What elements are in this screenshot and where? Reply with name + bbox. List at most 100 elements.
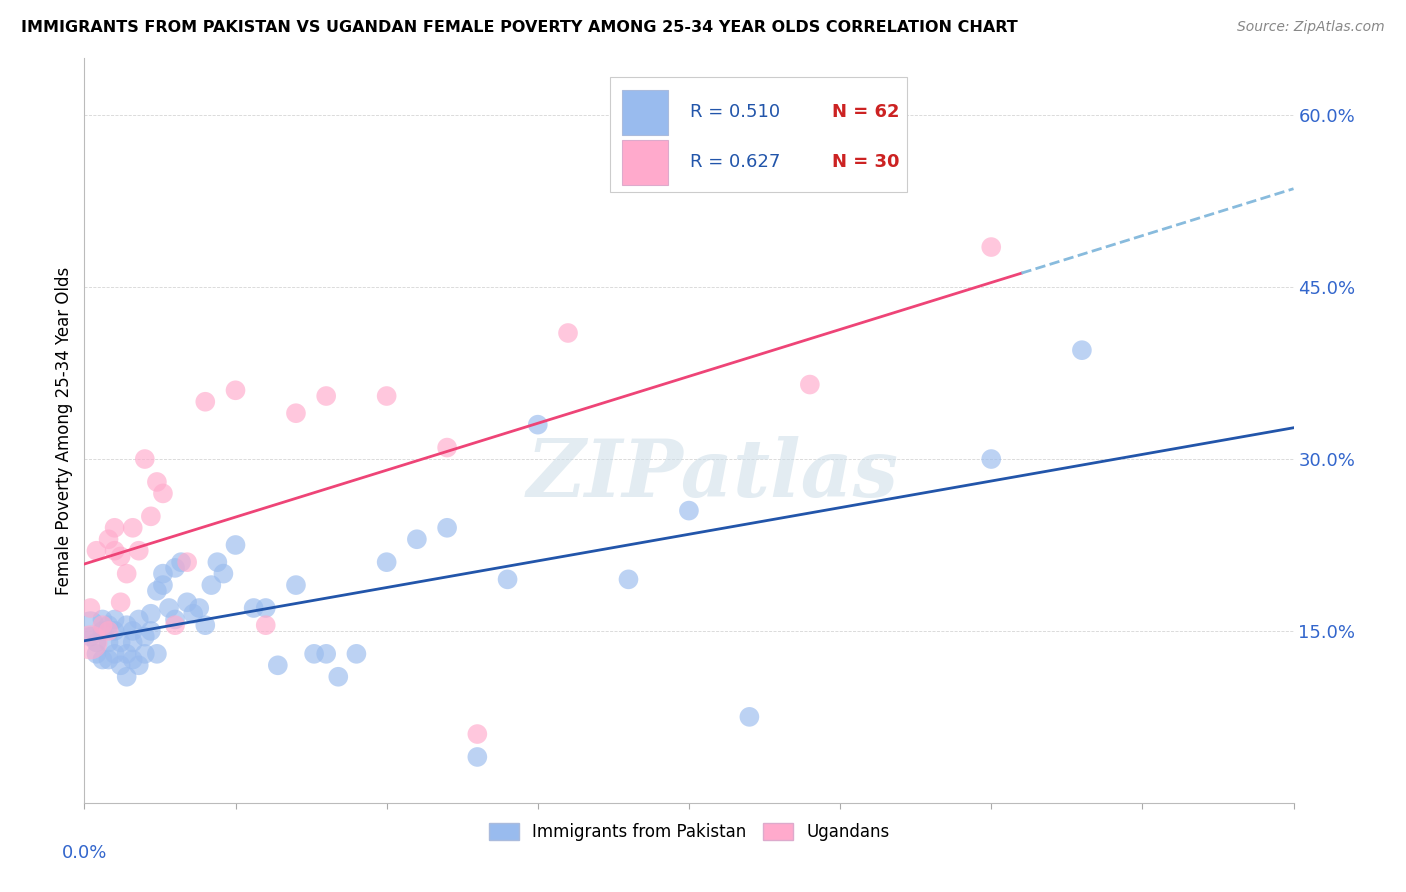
Text: N = 62: N = 62 bbox=[831, 103, 898, 121]
Text: Source: ZipAtlas.com: Source: ZipAtlas.com bbox=[1237, 20, 1385, 34]
Point bbox=[86, 543, 108, 558]
Point bbox=[110, 549, 132, 564]
Point bbox=[104, 647, 127, 661]
Point bbox=[285, 578, 308, 592]
Point bbox=[79, 635, 101, 649]
Point bbox=[254, 601, 277, 615]
Point bbox=[242, 601, 264, 615]
Point bbox=[97, 624, 120, 638]
FancyBboxPatch shape bbox=[610, 77, 907, 192]
Point bbox=[267, 658, 290, 673]
Point bbox=[79, 618, 101, 632]
Point bbox=[110, 595, 132, 609]
Point bbox=[176, 555, 198, 569]
Text: N = 30: N = 30 bbox=[831, 153, 898, 171]
Point bbox=[146, 647, 169, 661]
Point bbox=[194, 394, 217, 409]
Point bbox=[207, 555, 229, 569]
Text: R = 0.510: R = 0.510 bbox=[690, 103, 780, 121]
Point bbox=[128, 543, 150, 558]
Point bbox=[285, 406, 308, 420]
Point bbox=[328, 670, 350, 684]
Point bbox=[194, 618, 217, 632]
Point bbox=[121, 635, 143, 649]
Point bbox=[152, 566, 174, 581]
Point bbox=[436, 521, 458, 535]
Text: R = 0.627: R = 0.627 bbox=[690, 153, 780, 171]
Point bbox=[86, 635, 108, 649]
Point bbox=[165, 612, 187, 626]
Point bbox=[165, 561, 187, 575]
Point bbox=[115, 647, 138, 661]
Y-axis label: Female Poverty Among 25-34 Year Olds: Female Poverty Among 25-34 Year Olds bbox=[55, 267, 73, 594]
Point bbox=[557, 326, 579, 340]
Point bbox=[980, 240, 1002, 254]
Point bbox=[91, 624, 114, 638]
Point bbox=[467, 727, 489, 741]
Point bbox=[97, 618, 120, 632]
Text: ZIPatlas: ZIPatlas bbox=[527, 436, 900, 514]
Point bbox=[115, 566, 138, 581]
Point bbox=[134, 630, 156, 644]
Point bbox=[527, 417, 550, 432]
Point bbox=[79, 630, 101, 644]
Point bbox=[110, 635, 132, 649]
FancyBboxPatch shape bbox=[623, 140, 668, 185]
Point bbox=[315, 389, 337, 403]
Point bbox=[799, 377, 821, 392]
Point bbox=[980, 452, 1002, 467]
Point bbox=[139, 509, 162, 524]
Point bbox=[225, 538, 247, 552]
Point bbox=[104, 543, 127, 558]
Point bbox=[375, 389, 398, 403]
Point bbox=[152, 578, 174, 592]
Point bbox=[121, 652, 143, 666]
Point bbox=[97, 635, 120, 649]
Point bbox=[134, 452, 156, 467]
Point bbox=[146, 583, 169, 598]
Point bbox=[104, 521, 127, 535]
Point bbox=[139, 607, 162, 621]
Point bbox=[315, 647, 337, 661]
Point bbox=[97, 652, 120, 666]
Point bbox=[678, 503, 700, 517]
Point bbox=[176, 595, 198, 609]
Point bbox=[104, 624, 127, 638]
Text: 0.0%: 0.0% bbox=[62, 844, 107, 862]
Legend: Immigrants from Pakistan, Ugandans: Immigrants from Pakistan, Ugandans bbox=[482, 816, 896, 848]
Point bbox=[165, 618, 187, 632]
Point bbox=[91, 618, 114, 632]
Point bbox=[134, 647, 156, 661]
Point bbox=[146, 475, 169, 489]
Point bbox=[200, 578, 222, 592]
Point bbox=[436, 441, 458, 455]
Point bbox=[91, 652, 114, 666]
Point bbox=[225, 384, 247, 398]
Point bbox=[346, 647, 368, 661]
Point bbox=[104, 612, 127, 626]
Point bbox=[181, 607, 204, 621]
Point bbox=[128, 612, 150, 626]
Point bbox=[121, 624, 143, 638]
Point bbox=[406, 533, 429, 547]
Point bbox=[128, 658, 150, 673]
Point bbox=[467, 750, 489, 764]
Point bbox=[91, 612, 114, 626]
Point bbox=[496, 573, 519, 587]
Point bbox=[375, 555, 398, 569]
Text: IMMIGRANTS FROM PAKISTAN VS UGANDAN FEMALE POVERTY AMONG 25-34 YEAR OLDS CORRELA: IMMIGRANTS FROM PAKISTAN VS UGANDAN FEMA… bbox=[21, 20, 1018, 35]
Point bbox=[170, 555, 193, 569]
Point bbox=[738, 710, 761, 724]
Point bbox=[79, 601, 101, 615]
Point bbox=[254, 618, 277, 632]
Point bbox=[212, 566, 235, 581]
Point bbox=[157, 601, 180, 615]
Point bbox=[1071, 343, 1094, 358]
Point bbox=[115, 618, 138, 632]
Point bbox=[97, 533, 120, 547]
Point bbox=[86, 647, 108, 661]
Point bbox=[302, 647, 325, 661]
Point bbox=[115, 670, 138, 684]
Point bbox=[110, 658, 132, 673]
FancyBboxPatch shape bbox=[623, 90, 668, 135]
